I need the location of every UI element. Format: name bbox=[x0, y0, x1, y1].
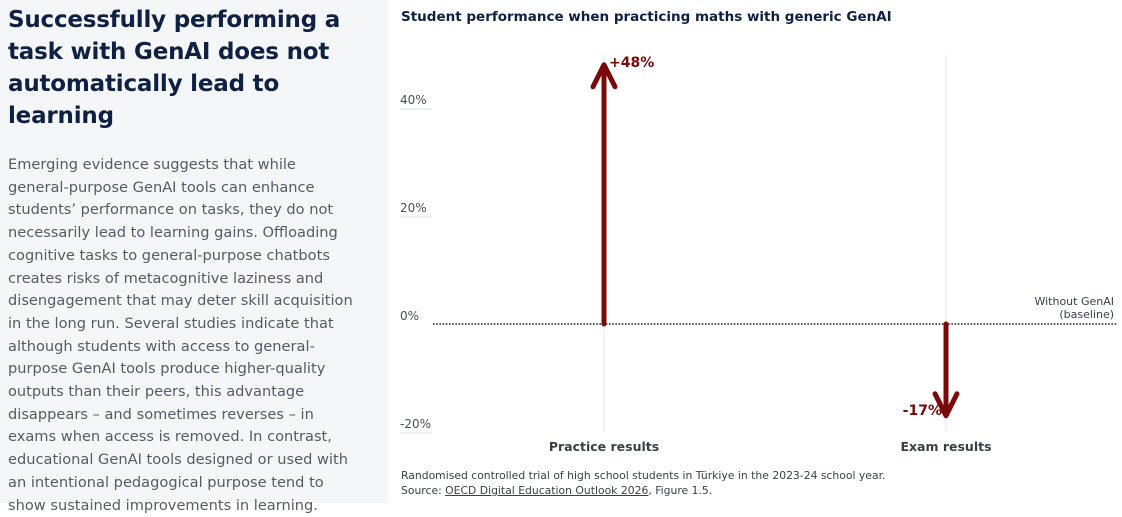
arrow-head-1 bbox=[932, 391, 960, 419]
footnote-text: Randomised controlled trial of high scho… bbox=[401, 469, 886, 482]
y-tick-label: 20% bbox=[400, 201, 427, 215]
body-text: Emerging evidence suggests that while ge… bbox=[8, 156, 353, 514]
y-tick-label: -20% bbox=[400, 417, 431, 431]
y-tick-label: 40% bbox=[400, 93, 427, 107]
baseline-label-line1: Without GenAI bbox=[1034, 295, 1114, 308]
chart-title: Student performance when practicing math… bbox=[401, 9, 892, 25]
value-label-1: -17% bbox=[903, 403, 942, 419]
value-label-0: +48% bbox=[609, 55, 654, 71]
arrow-head-0 bbox=[590, 62, 618, 90]
chart-area: Student performance when practicing math… bbox=[388, 0, 1122, 503]
headline: Successfully performing a task with GenA… bbox=[8, 7, 341, 129]
y-tick-label: 0% bbox=[400, 309, 419, 323]
source-suffix: , Figure 1.5. bbox=[648, 484, 713, 497]
source-link[interactable]: OECD Digital Education Outlook 2026 bbox=[445, 484, 649, 497]
footnote: Randomised controlled trial of high scho… bbox=[401, 468, 885, 498]
left-panel: Successfully performing a task with GenA… bbox=[0, 0, 388, 514]
chart-svg: 40% 20% 0% -20% Without GenAI(baseline) +48% -… bbox=[400, 55, 1118, 454]
source-prefix: Source: bbox=[401, 484, 446, 497]
category-label-0: Practice results bbox=[549, 439, 659, 454]
baseline-label-line2: (baseline) bbox=[1059, 308, 1114, 321]
category-label-1: Exam results bbox=[900, 439, 991, 454]
